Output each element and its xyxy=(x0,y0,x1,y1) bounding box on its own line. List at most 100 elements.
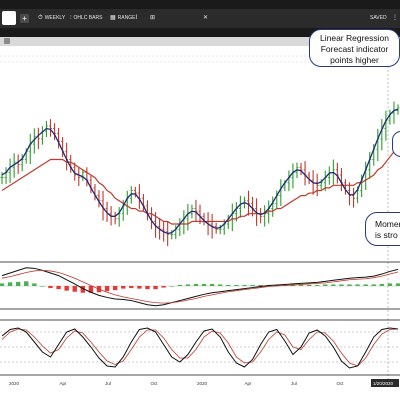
macd-histogram-bar xyxy=(355,284,360,286)
macd-histogram-bar xyxy=(323,284,328,286)
macd-histogram-bar xyxy=(258,284,263,286)
macd-histogram-bar xyxy=(15,281,21,286)
macd-histogram-bar xyxy=(185,284,191,286)
compare-button[interactable]: ⌇ xyxy=(135,9,140,28)
timeframe-label: WEEKLY xyxy=(44,15,66,21)
x-tick-label: 2020 xyxy=(197,381,208,386)
price-callout-partial xyxy=(392,131,400,157)
macd-histogram-bar xyxy=(201,283,207,286)
callout-line: Momen xyxy=(375,219,400,229)
macd-histogram-bar xyxy=(161,286,166,288)
callout-line: is stro xyxy=(375,230,398,240)
stochastic-d-line xyxy=(1,328,399,367)
price-panel xyxy=(0,101,400,247)
time-axis: 2020 Apr Jul Oct 2020 Apr Jul Oct 1/20/2020 xyxy=(9,379,399,387)
macd-histogram-bar xyxy=(32,283,37,286)
layout-icon: ⊞ xyxy=(150,15,156,21)
macd-histogram-bar xyxy=(24,281,29,286)
macd-histogram-bar xyxy=(226,284,231,286)
momentum-callout: Momen is stro xyxy=(365,212,400,246)
macd-histogram-bar xyxy=(331,284,336,286)
add-chart-button[interactable]: + xyxy=(20,14,29,23)
cursor-date-badge xyxy=(371,379,399,387)
chart-toolbar: + ⏱ WEEKLY ⫶ OHLC BARS ▦ RANGE ⌇ ⊞ ✕ SAVED … xyxy=(0,9,400,28)
macd-histogram-bar xyxy=(250,284,255,286)
macd-histogram-bar xyxy=(7,282,13,286)
macd-panel xyxy=(0,267,400,307)
macd-histogram-bar xyxy=(363,284,368,286)
macd-histogram-bar xyxy=(48,286,53,289)
macd-histogram-bar xyxy=(145,286,150,290)
indicator-icon: ⌇ xyxy=(135,15,138,21)
macd-histogram-bar xyxy=(40,286,45,287)
macd-histogram-bar xyxy=(290,284,296,286)
stochastic-panel xyxy=(0,327,400,369)
x-tick-label: Oct xyxy=(336,381,344,386)
macd-histogram-bar xyxy=(177,284,182,286)
panel-toggle[interactable] xyxy=(4,38,10,44)
stochastic-k-line xyxy=(1,327,399,369)
regression-callout: Linear Regression Forecast indicator poi… xyxy=(309,29,400,67)
x-tick-label: 2020 xyxy=(9,381,20,386)
macd-histogram-bar xyxy=(153,286,158,290)
app-header: + ⏱ WEEKLY ⫶ OHLC BARS ▦ RANGE ⌇ ⊞ ✕ SAVED … xyxy=(0,0,400,37)
range-button[interactable]: ▦ RANGE xyxy=(110,9,135,28)
macd-histogram-bar xyxy=(129,286,134,289)
bars-icon: ⫶ xyxy=(70,15,72,21)
calendar-icon: ▦ xyxy=(110,15,116,21)
macd-histogram-bar xyxy=(234,284,239,286)
x-tick-label: Jul xyxy=(105,381,111,386)
app-logo xyxy=(2,11,16,25)
timeframe-button[interactable]: ⏱ WEEKLY xyxy=(38,9,65,28)
saved-label: SAVED xyxy=(370,15,387,21)
macd-histogram-bar xyxy=(88,286,94,293)
macd-histogram-bar xyxy=(379,283,385,286)
chart-type-label: OHLC BARS xyxy=(73,15,103,21)
macd-histogram-bar xyxy=(209,283,215,286)
macd-histogram-bar xyxy=(395,283,400,286)
callout-line: Forecast indicator xyxy=(320,44,389,54)
macd-histogram-bar xyxy=(72,286,77,292)
more-icon: ⋮ xyxy=(392,15,398,21)
macd-histogram-bar xyxy=(169,286,174,287)
macd-histogram-bar xyxy=(274,284,279,286)
x-tick-label: Apr xyxy=(244,381,252,386)
close-button[interactable]: ✕ xyxy=(203,9,210,28)
callout-line: Linear Regression xyxy=(320,33,389,43)
x-tick-label: Apr xyxy=(59,381,67,386)
macd-histogram-bar xyxy=(387,283,393,286)
chart-subheader xyxy=(0,37,400,46)
x-tick-label: Oct xyxy=(150,381,158,386)
macd-histogram-bar xyxy=(104,286,110,292)
macd-histogram-bar xyxy=(218,284,223,286)
chart-area: 2020 Apr Jul Oct 2020 Apr Jul Oct 1/20/2020 xyxy=(0,46,400,400)
macd-histogram-bar xyxy=(314,284,320,286)
macd-histogram-bar xyxy=(112,286,118,291)
range-label: RANGE xyxy=(117,15,136,21)
layout-button[interactable]: ⊞ xyxy=(150,9,157,28)
macd-histogram-bar xyxy=(193,283,199,286)
x-tick-label: 1/20/2020 xyxy=(373,381,394,386)
macd-histogram-bar xyxy=(339,284,344,286)
macd-signal-line xyxy=(1,269,399,304)
chart-type-button[interactable]: ⫶ OHLC BARS xyxy=(70,9,102,28)
macd-histogram-bar xyxy=(56,286,61,290)
macd-histogram-bar xyxy=(306,284,312,286)
macd-histogram-bar xyxy=(347,284,352,286)
x-tick-label: Jul xyxy=(291,381,297,386)
macd-line xyxy=(1,267,399,307)
macd-histogram-bar xyxy=(121,286,126,289)
macd-histogram-bar xyxy=(80,286,86,293)
macd-histogram-bar xyxy=(371,284,376,286)
macd-histogram-bar xyxy=(64,286,69,291)
macd-histogram-bar xyxy=(298,284,304,286)
saved-status: SAVED xyxy=(370,9,387,28)
callout-line: points higher xyxy=(330,55,379,65)
linear-regression-line xyxy=(1,108,399,235)
macd-histogram-bar xyxy=(0,283,5,286)
clock-icon: ⏱ xyxy=(38,15,43,21)
close-icon: ✕ xyxy=(203,15,209,21)
macd-histogram-bar xyxy=(137,286,142,289)
macd-histogram-bar xyxy=(242,284,247,286)
more-button[interactable]: ⋮ xyxy=(392,9,400,28)
